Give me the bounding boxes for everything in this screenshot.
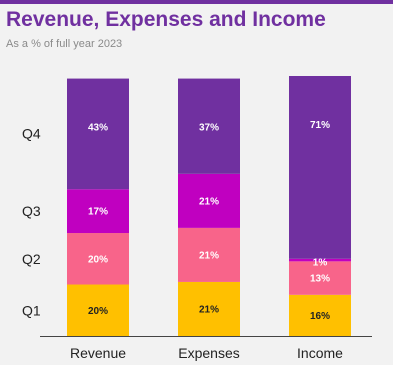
- data-label-q1-expenses: 21%: [199, 304, 219, 315]
- bar-segment-q4-expenses: [178, 78, 240, 174]
- stack-label-q3: Q3: [22, 203, 41, 219]
- bar-segment-q2-revenue: [67, 233, 129, 285]
- stack-label-q1: Q1: [22, 302, 41, 318]
- x-tick-label-revenue: Revenue: [70, 345, 126, 361]
- bar-segment-q1-revenue: [67, 284, 129, 336]
- accent-bar: [0, 0, 393, 4]
- data-label-q2-income: 13%: [310, 274, 330, 285]
- bar-segment-q4-income: [289, 76, 351, 259]
- bar-segment-q1-expenses: [178, 281, 240, 336]
- chart-subtitle: As a % of full year 2023: [6, 38, 123, 50]
- data-label-q2-revenue: 20%: [88, 254, 108, 265]
- data-label-q3-expenses: 21%: [199, 196, 219, 207]
- bar-segment-q1-income: [289, 294, 351, 336]
- data-label-q4-expenses: 37%: [199, 122, 219, 133]
- data-label-q2-expenses: 21%: [199, 250, 219, 261]
- bar-segment-q3-income: [289, 258, 351, 262]
- stack-label-q4: Q4: [22, 126, 41, 142]
- data-label-q4-revenue: 43%: [88, 122, 108, 133]
- data-label-q3-revenue: 17%: [88, 207, 108, 218]
- bar-segment-q2-expenses: [178, 227, 240, 282]
- bar-segment-q4-revenue: [67, 78, 129, 190]
- stack-label-q2: Q2: [22, 251, 41, 267]
- x-tick-label-expenses: Expenses: [178, 345, 239, 361]
- bar-segment-q3-revenue: [67, 189, 129, 234]
- data-label-q4-income: 71%: [310, 120, 330, 131]
- bar-segment-q3-expenses: [178, 173, 240, 228]
- data-label-q1-revenue: 20%: [88, 306, 108, 317]
- data-label-q3-income: 1%: [313, 257, 328, 268]
- x-tick-label-income: Income: [297, 345, 343, 361]
- data-label-q1-income: 16%: [310, 311, 330, 322]
- bar-segment-q2-income: [289, 261, 351, 295]
- chart-title: Revenue, Expenses and Income: [6, 8, 326, 31]
